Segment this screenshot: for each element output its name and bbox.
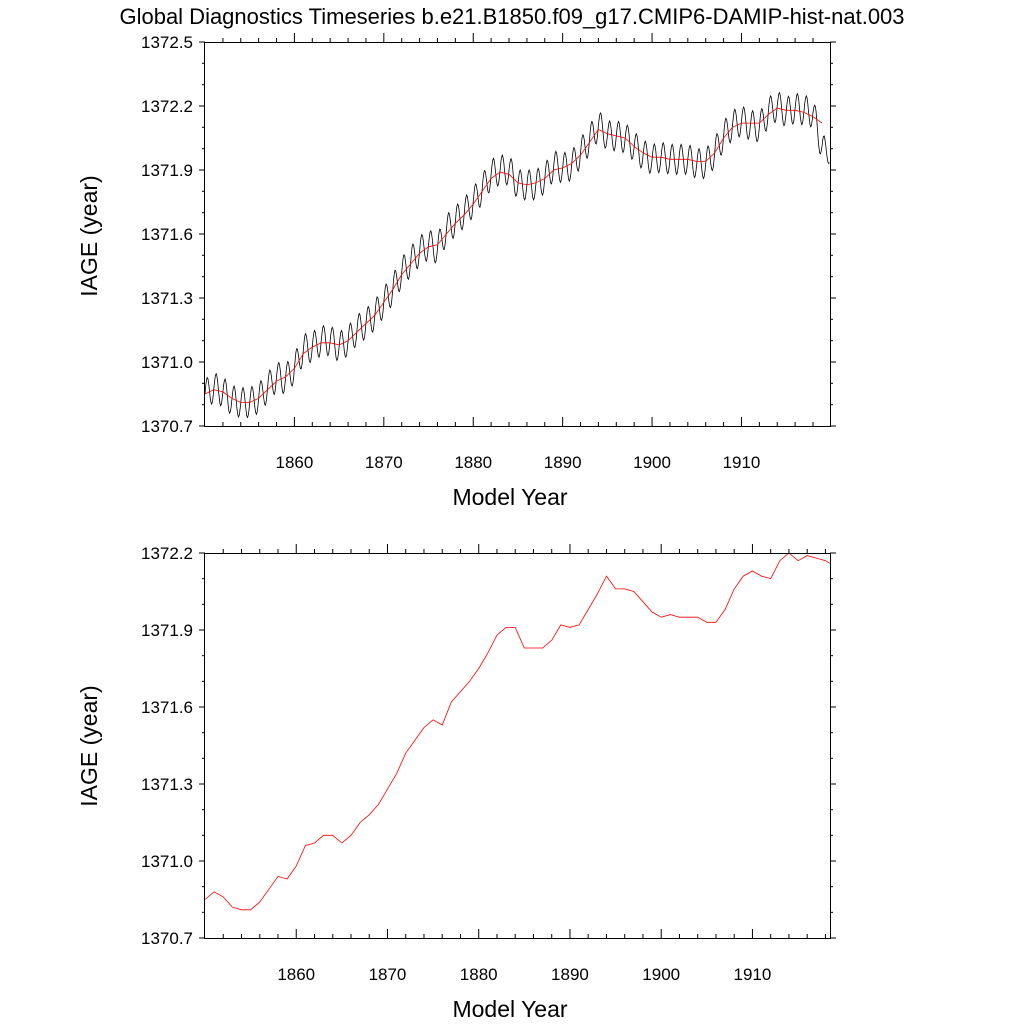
x-tick-label: 1870 xyxy=(369,965,407,984)
y-tick-label: 1371.9 xyxy=(141,161,193,180)
x-tick-label: 1910 xyxy=(734,965,772,984)
y-tick-label: 1371.6 xyxy=(141,225,193,244)
x-tick-label: 1860 xyxy=(277,965,315,984)
monthly-series-line xyxy=(204,91,830,419)
y-tick-label: 1372.2 xyxy=(141,97,193,116)
x-tick-label: 1870 xyxy=(365,453,403,472)
y-tick-label: 1370.7 xyxy=(141,417,193,436)
running-mean-line xyxy=(204,107,823,403)
running-mean-line xyxy=(204,552,831,911)
x-tick-label: 1880 xyxy=(454,453,492,472)
x-tick-label: 1890 xyxy=(551,965,589,984)
bottom-plot-frame xyxy=(204,553,831,939)
x-tick-label: 1860 xyxy=(275,453,313,472)
y-tick-label: 1372.2 xyxy=(141,544,193,563)
y-tick-label: 1371.3 xyxy=(141,289,193,308)
y-tick-label: 1372.5 xyxy=(141,33,193,52)
figure-title: Global Diagnostics Timeseries b.e21.B185… xyxy=(119,4,904,29)
y-tick-label: 1371.9 xyxy=(141,621,193,640)
y-tick-label: 1371.6 xyxy=(141,698,193,717)
y-tick-label: 1371.0 xyxy=(141,353,193,372)
x-tick-label: 1900 xyxy=(633,453,671,472)
top-panel: 1370.7 1371.0 1371.3 1371.6 1371.9 1372.2 1372… xyxy=(76,33,836,510)
y-tick-label: 1370.7 xyxy=(141,929,193,948)
x-tick-label: 1900 xyxy=(642,965,680,984)
y-tick-label: 1371.0 xyxy=(141,852,193,871)
top-y-axis-label: IAGE (year) xyxy=(76,175,102,296)
x-tick-label: 1890 xyxy=(544,453,582,472)
bottom-panel: 1370.7 1371.0 1371.3 1371.6 1371.9 1372.2 1860… xyxy=(76,544,836,1022)
y-tick-label: 1371.3 xyxy=(141,775,193,794)
bottom-y-axis-label: IAGE (year) xyxy=(76,685,102,806)
x-tick-label: 1880 xyxy=(460,965,498,984)
x-tick-label: 1910 xyxy=(723,453,761,472)
bottom-x-axis-label: Model Year xyxy=(452,996,567,1022)
top-plot-frame xyxy=(204,42,831,427)
top-x-axis-label: Model Year xyxy=(452,484,567,510)
